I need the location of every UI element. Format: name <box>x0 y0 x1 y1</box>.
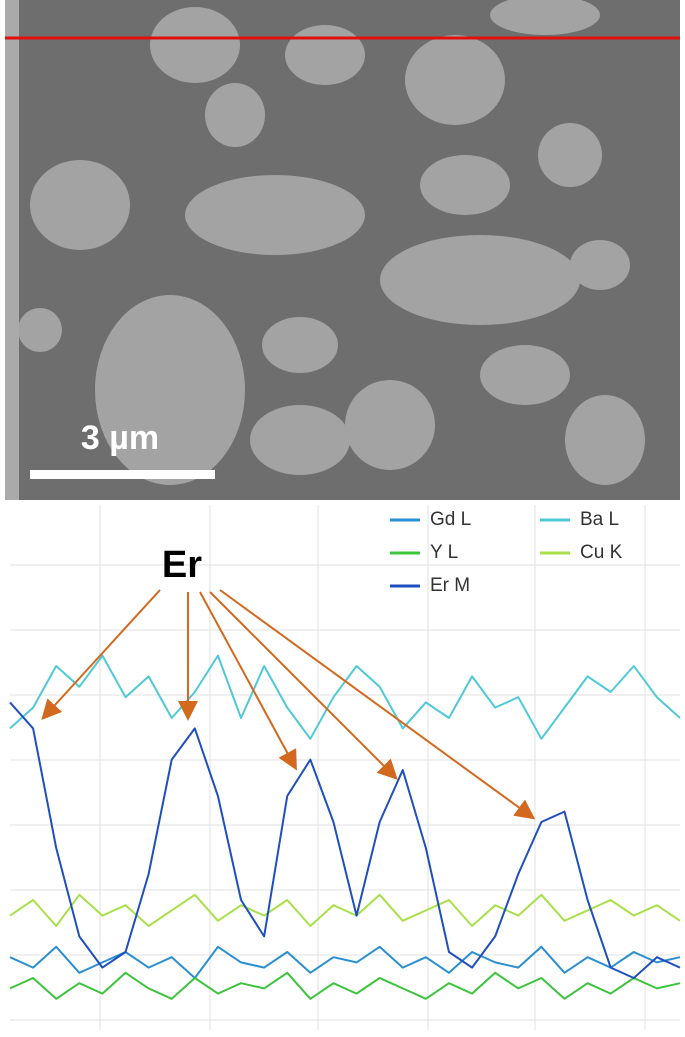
plot <box>9 654 681 1000</box>
annotation: Er <box>162 544 202 586</box>
sem-image: 3 µm <box>5 0 680 500</box>
legend-label: Y L <box>430 542 458 563</box>
series-line <box>9 971 681 1000</box>
legend-label: Cu K <box>580 542 623 563</box>
grid <box>10 505 680 1030</box>
legend-label: Er M <box>430 575 470 596</box>
scale-bar-label: 3 µm <box>81 419 159 457</box>
legend: Gd L Ba L Y L Cu K Er M <box>390 509 623 596</box>
series-line <box>9 701 681 979</box>
legend-label: Ba L <box>580 509 619 530</box>
arrows <box>41 589 536 820</box>
series-line <box>9 893 681 927</box>
legend-label: Gd L <box>430 509 471 530</box>
